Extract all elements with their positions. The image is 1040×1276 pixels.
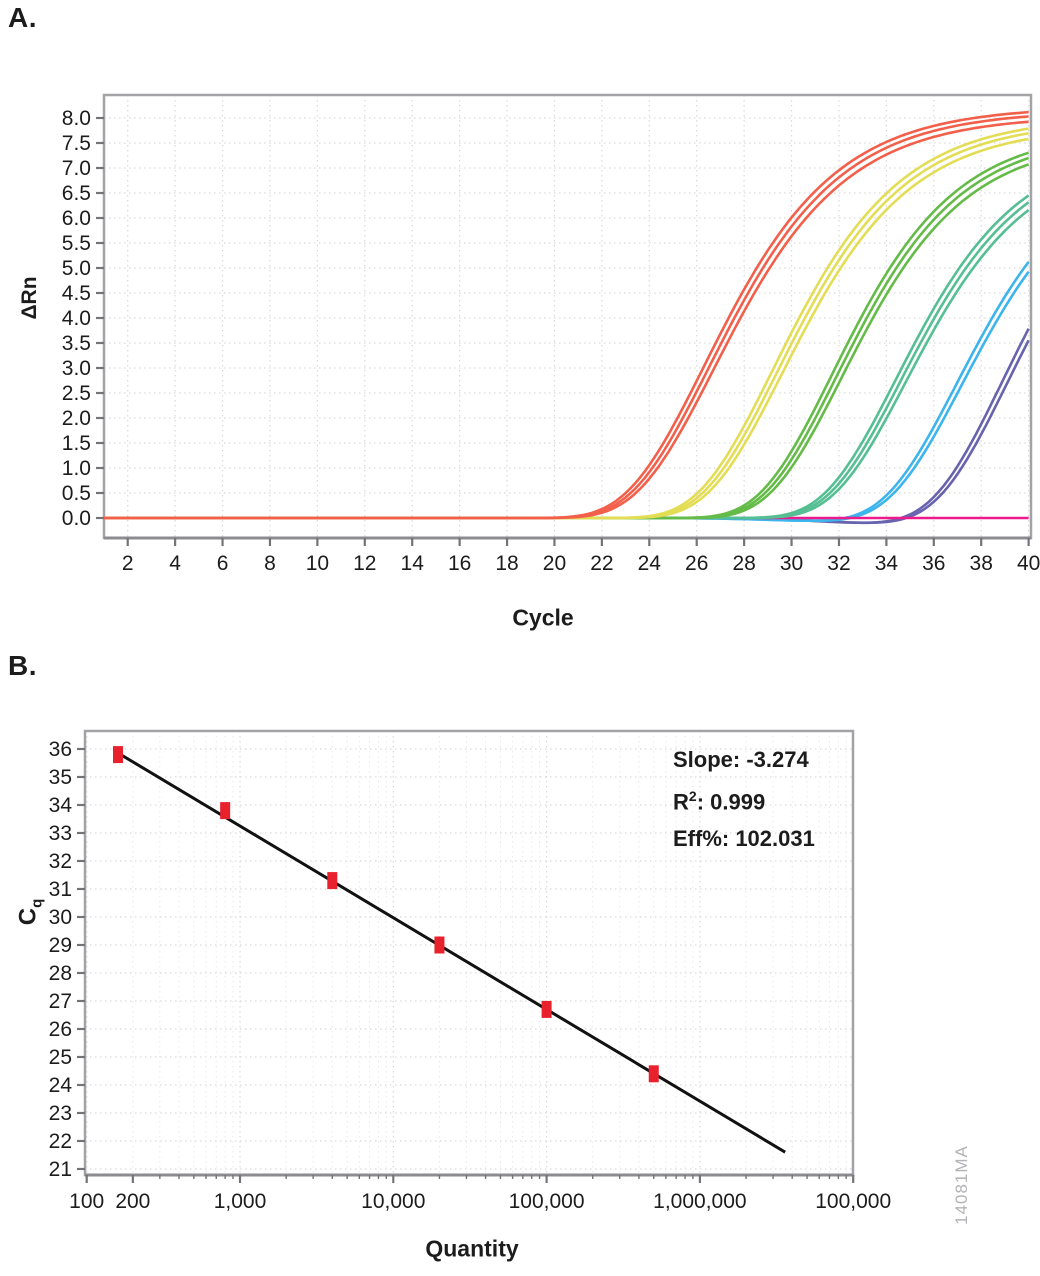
panel-a-y-tick-label: 5.0 xyxy=(62,257,91,280)
panel-a-x-tick-label: 32 xyxy=(827,552,850,575)
panel-b-x-tick-label: 100,000 xyxy=(815,1190,891,1213)
panel-a-x-tick-label: 40 xyxy=(1017,552,1040,575)
panel-a-x-tick-label: 4 xyxy=(169,552,181,575)
panel-b-y-tick-label: 31 xyxy=(49,878,72,901)
panel-b-x-tick-label: 200 xyxy=(115,1190,150,1213)
panel-b-x-tick-label: 100,000 xyxy=(509,1190,585,1213)
panel-a-y-tick-label: 2.0 xyxy=(62,407,91,430)
panel-a-x-tick-label: 6 xyxy=(217,552,229,575)
panel-a-frame xyxy=(102,93,1033,540)
panel-a-x-tick-label: 28 xyxy=(732,552,755,575)
figure-id-watermark: 14081MA xyxy=(952,1145,971,1225)
panel-a-y-tick-label: 8.0 xyxy=(62,107,91,130)
slope-stat: Slope: -3.274 xyxy=(673,747,809,772)
panel-a-x-tick-label: 8 xyxy=(264,552,276,575)
panel-b-y-tick-label: 32 xyxy=(49,850,72,873)
amplification-curve-quantity-500000-rep1 xyxy=(104,115,1029,520)
panel-b-y-tick-label: 35 xyxy=(49,766,72,789)
standard-curve-point-20000 xyxy=(434,936,445,954)
panel-a-y-tick-label: 7.0 xyxy=(62,157,91,180)
amplification-curve-quantity-500000-rep3 xyxy=(104,110,1029,520)
standard-curve-point-800 xyxy=(220,802,231,820)
panel-b-y-tick-label: 30 xyxy=(49,906,72,929)
panel-a-y-tick-label: 4.0 xyxy=(62,307,91,330)
panel-a-x-tick-label: 2 xyxy=(122,552,134,575)
fit-statistics: Slope: -3.274 R2: 0.999 Eff%: 102.031 xyxy=(673,741,815,857)
panel-b-y-tick-label: 27 xyxy=(49,990,72,1013)
panel-a-y-tick-label: 5.5 xyxy=(62,232,91,255)
panel-b-y-tick-label: 21 xyxy=(49,1158,72,1181)
panel-b-y-tick-label: 28 xyxy=(49,962,72,985)
panel-b-y-tick-label: 24 xyxy=(49,1074,73,1097)
panel-b-y-tick-label: 22 xyxy=(49,1130,72,1153)
panel-a-y-tick-label: 3.0 xyxy=(62,357,91,380)
amplification-curve-quantity-160-rep1 xyxy=(104,328,1030,525)
panel-a-x-tick-label: 20 xyxy=(543,552,566,575)
panel-a-x-tick-label: 16 xyxy=(448,552,471,575)
amplification-curve-quantity-4000-rep2 xyxy=(104,208,1030,520)
panel-b-y-tick-label: 26 xyxy=(49,1018,72,1041)
panel-b-x-axis-title: Quantity xyxy=(425,1235,519,1262)
amplification-curve-quantity-800-rep2 xyxy=(104,270,1030,522)
standard-curve-point-500000 xyxy=(648,1065,659,1083)
panel-a-y-tick-label: 1.0 xyxy=(62,457,91,480)
panel-a-y-tick-label: 0.5 xyxy=(62,482,91,505)
panel-a-y-tick-label: 6.0 xyxy=(62,207,91,230)
amplification-curve-quantity-20000-rep1 xyxy=(104,156,1030,520)
panel-a-x-tick-label: 14 xyxy=(401,552,425,575)
panel-a-x-tick-label: 12 xyxy=(353,552,376,575)
panel-a-y-tick-label: 3.5 xyxy=(62,332,91,355)
panel-b-label: B. xyxy=(8,650,37,681)
panel-b-y-tick-label: 25 xyxy=(49,1046,72,1069)
panel-a-y-tick-label: 2.5 xyxy=(62,382,91,405)
panel-a-label: A. xyxy=(8,2,37,33)
panel-a-x-tick-label: 34 xyxy=(875,552,899,575)
panel-b-y-axis-title: Cq xyxy=(15,899,46,926)
panel-a-x-axis-title: Cycle xyxy=(512,604,574,631)
amplification-curve-quantity-500000-rep2 xyxy=(104,120,1029,520)
amplification-curve-quantity-100000-rep3 xyxy=(104,127,1029,520)
panel-b-y-tick-label: 23 xyxy=(49,1102,72,1125)
cq-label-sub: q xyxy=(28,898,46,908)
panel-b-x-tick-label: 1,000,000 xyxy=(653,1190,746,1213)
standard-curve-point-160 xyxy=(112,746,123,764)
panel-a-x-tick-label: 26 xyxy=(685,552,708,575)
cq-label-main: C xyxy=(14,907,42,926)
panel-b-y-tick-label: 36 xyxy=(49,738,72,761)
panel-a-y-tick-label: 4.5 xyxy=(62,282,91,305)
panel-a-x-tick-label: 10 xyxy=(306,552,329,575)
amplification-curve-quantity-4000-rep1 xyxy=(104,201,1030,520)
panel-b-x-tick-label: 1,000 xyxy=(214,1190,267,1213)
standard-curve-point-4000 xyxy=(327,872,338,890)
amplification-curve-quantity-20000-rep2 xyxy=(104,163,1030,520)
panel-a-y-tick-label: 7.5 xyxy=(62,132,91,155)
panel-a-x-tick-label: 18 xyxy=(495,552,518,575)
amplification-curve-quantity-100000-rep2 xyxy=(104,137,1029,520)
efficiency-stat: Eff%: 102.031 xyxy=(673,826,815,852)
panel-a-y-axis-title: ΔRn xyxy=(18,276,41,320)
panel-b-x-tick-label: 10,000 xyxy=(361,1190,425,1213)
panel-a-y-tick-label: 1.5 xyxy=(62,432,91,455)
panel-a-x-tick-label: 22 xyxy=(590,552,613,575)
panel-b-y-tick-label: 29 xyxy=(49,934,72,957)
panel-a-y-tick-label: 0.0 xyxy=(62,507,91,530)
panel-a-y-tick-label: 6.5 xyxy=(62,182,91,205)
r-squared-stat: R2: 0.999 xyxy=(673,788,766,815)
amplification-curve-quantity-4000-rep3 xyxy=(104,194,1030,520)
panel-a-x-tick-label: 36 xyxy=(922,552,945,575)
standard-curve-point-100000 xyxy=(541,1000,552,1018)
panel-a-x-tick-label: 30 xyxy=(780,552,803,575)
panel-b-x-tick-label: 100 xyxy=(69,1190,104,1213)
panel-a-x-tick-label: 38 xyxy=(970,552,993,575)
panel-b-y-tick-label: 33 xyxy=(49,822,72,845)
panel-a-x-tick-label: 24 xyxy=(638,552,662,575)
panel-b-y-tick-label: 34 xyxy=(49,794,73,817)
